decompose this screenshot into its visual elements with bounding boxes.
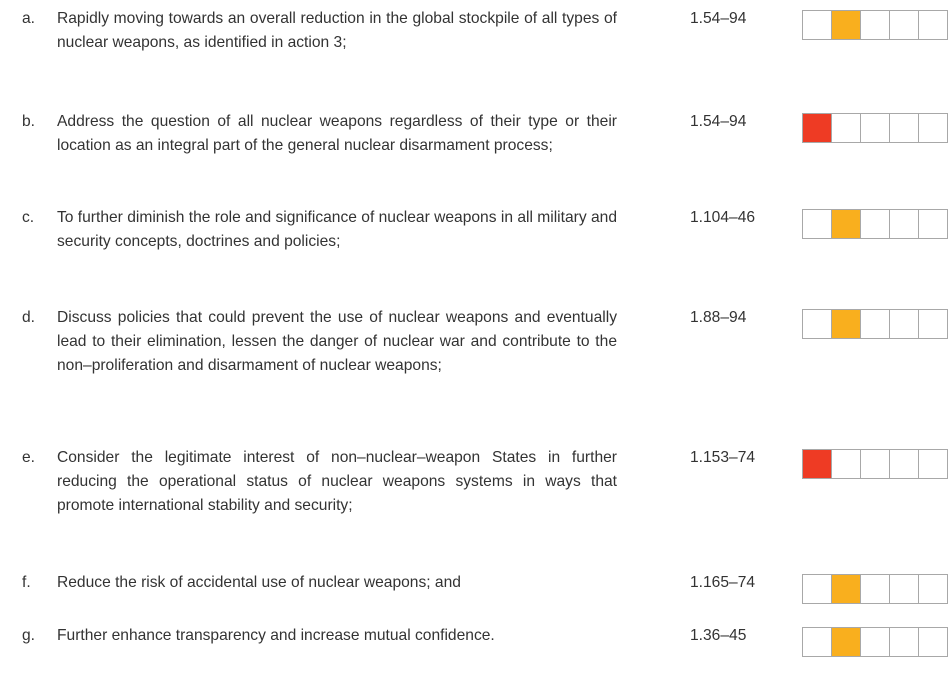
status-box [831, 309, 861, 339]
status-indicator [802, 627, 948, 657]
status-box [831, 113, 861, 143]
status-box [860, 209, 890, 239]
item-reference: 1.153–74 [690, 449, 756, 466]
status-box [860, 574, 890, 604]
status-indicator [802, 209, 948, 239]
status-box [831, 574, 861, 604]
status-box [802, 113, 832, 143]
item-letter: g. [22, 627, 36, 644]
status-box [918, 209, 948, 239]
status-indicator [802, 309, 948, 339]
status-indicator [802, 10, 948, 40]
status-box [802, 574, 832, 604]
status-box [802, 10, 832, 40]
status-box [889, 113, 919, 143]
item-reference: 1.36–45 [690, 627, 747, 644]
status-box [860, 10, 890, 40]
status-box [889, 309, 919, 339]
status-box [889, 627, 919, 657]
status-box [889, 209, 919, 239]
item-letter: a. [22, 10, 36, 27]
item-letter: c. [22, 209, 35, 226]
item-reference: 1.54–94 [690, 113, 747, 130]
item-reference: 1.104–46 [690, 209, 756, 226]
item-letter: d. [22, 309, 36, 326]
status-box [918, 113, 948, 143]
item-letter: e. [22, 449, 36, 466]
status-indicator [802, 574, 948, 604]
item-text: Discuss policies that could prevent the … [57, 309, 617, 374]
status-box [831, 449, 861, 479]
status-box [889, 449, 919, 479]
item-text: Further enhance transparency and increas… [57, 627, 495, 644]
status-box [889, 574, 919, 604]
status-box [831, 209, 861, 239]
status-box [918, 574, 948, 604]
status-box [802, 449, 832, 479]
item-text: To further diminish the role and signifi… [57, 209, 617, 250]
status-box [889, 10, 919, 40]
status-box [802, 309, 832, 339]
status-box [860, 627, 890, 657]
item-text: Reduce the risk of accidental use of nuc… [57, 574, 461, 591]
status-box [860, 449, 890, 479]
status-indicator [802, 113, 948, 143]
item-text: Consider the legitimate interest of non–… [57, 449, 617, 514]
status-box [860, 309, 890, 339]
status-box [918, 627, 948, 657]
status-box [918, 309, 948, 339]
status-box [831, 627, 861, 657]
status-indicator [802, 449, 948, 479]
status-box [802, 627, 832, 657]
status-box [831, 10, 861, 40]
status-box [918, 449, 948, 479]
status-box [860, 113, 890, 143]
status-box [918, 10, 948, 40]
item-reference: 1.54–94 [690, 10, 747, 27]
item-reference: 1.165–74 [690, 574, 756, 591]
item-letter: b. [22, 113, 36, 130]
item-letter: f. [22, 574, 31, 591]
item-reference: 1.88–94 [690, 309, 747, 326]
item-text: Rapidly moving towards an overall reduct… [57, 10, 617, 51]
status-box [802, 209, 832, 239]
item-text: Address the question of all nuclear weap… [57, 113, 617, 154]
